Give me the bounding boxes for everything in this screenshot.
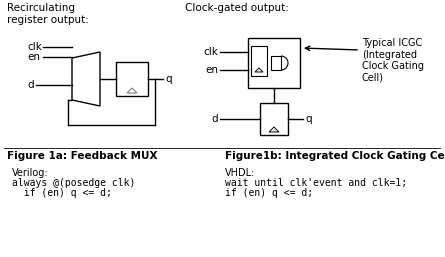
Bar: [251, 46, 267, 76]
Text: d: d: [211, 114, 218, 124]
Text: if (en) q <= d;: if (en) q <= d;: [12, 188, 112, 198]
Text: q: q: [165, 74, 172, 84]
Text: Figure 1a: Feedback MUX: Figure 1a: Feedback MUX: [7, 151, 158, 161]
Text: Figure1b: Integrated Clock Gating Cell: Figure1b: Integrated Clock Gating Cell: [225, 151, 445, 161]
Text: Typical ICGC
(Integrated
Clock Gating
Cell): Typical ICGC (Integrated Clock Gating Ce…: [362, 38, 424, 83]
Text: clk: clk: [27, 42, 42, 52]
Text: Verilog:: Verilog:: [12, 168, 49, 178]
Text: en: en: [205, 65, 218, 75]
Text: Recirculating
register output:: Recirculating register output:: [7, 3, 89, 25]
Text: Clock-gated output:: Clock-gated output:: [185, 3, 289, 13]
Text: always @(posedge clk): always @(posedge clk): [12, 178, 135, 188]
Text: if (en) q <= d;: if (en) q <= d;: [225, 188, 313, 198]
Text: VHDL:: VHDL:: [225, 168, 255, 178]
Text: d: d: [27, 80, 34, 90]
Text: en: en: [27, 52, 40, 62]
Text: wait until clk'event and clk=1;: wait until clk'event and clk=1;: [225, 178, 407, 188]
Bar: [260, 103, 288, 135]
Bar: [271, 56, 281, 70]
Text: q: q: [305, 114, 312, 124]
Bar: [248, 38, 300, 88]
Bar: [116, 62, 148, 96]
Text: clk: clk: [203, 47, 218, 57]
